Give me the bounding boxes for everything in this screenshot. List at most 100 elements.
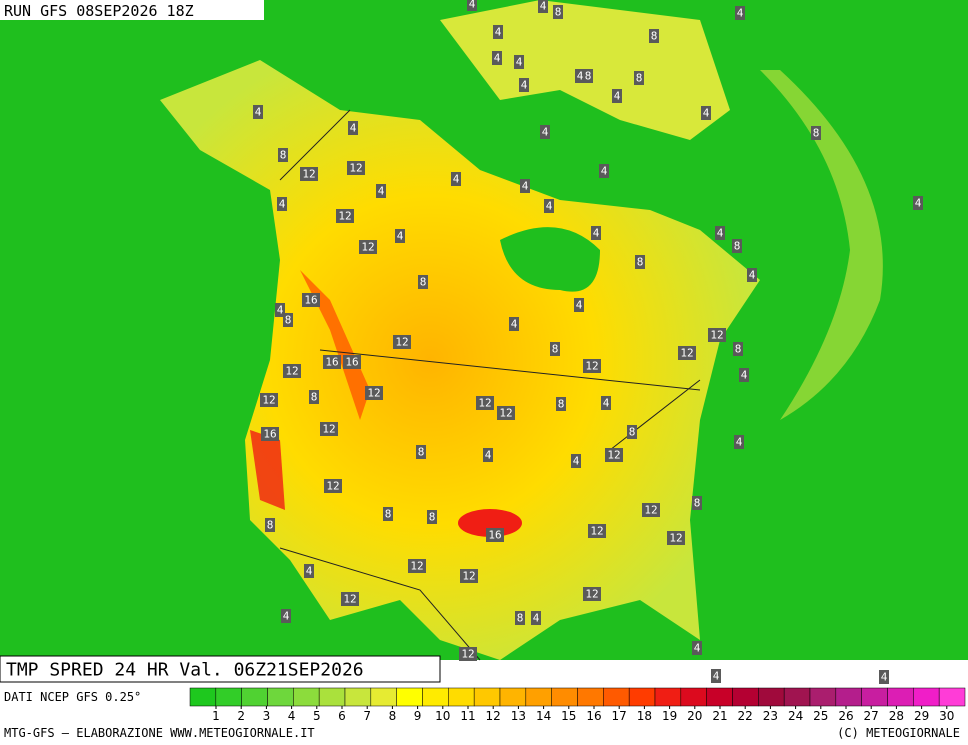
label-box (711, 669, 721, 683)
label-box (493, 25, 503, 39)
map-label: 8 (558, 398, 565, 411)
colorbar-swatch (241, 687, 268, 707)
label-box (715, 226, 725, 240)
label-box (575, 69, 585, 83)
map-label: 4 (737, 7, 744, 20)
colorbar-swatch (887, 687, 914, 707)
colorbar-label: 14 (536, 709, 551, 723)
colorbar-swatch (396, 687, 423, 707)
label-box (734, 435, 744, 449)
map-label: 4 (614, 90, 621, 103)
colorbar-swatch (267, 687, 294, 707)
label-box (538, 0, 548, 13)
hudson-bay (500, 227, 600, 292)
colorbar-label: 20 (687, 709, 702, 723)
label-box (476, 396, 494, 410)
colorbar-label: 24 (788, 709, 803, 723)
map-label: 12 (410, 560, 423, 573)
label-box (275, 303, 285, 317)
label-box (571, 454, 581, 468)
label-box (708, 328, 726, 342)
map-label: 4 (542, 126, 549, 139)
colorbar-swatch (835, 687, 862, 707)
label-box (260, 393, 278, 407)
map-label: 4 (915, 197, 922, 210)
map-label: 4 (494, 52, 501, 65)
map-label: 8 (280, 149, 287, 162)
colorbar-label: 22 (738, 709, 753, 723)
map-label: 4 (522, 180, 529, 193)
map-label: 12 (285, 365, 298, 378)
label-box (343, 355, 361, 369)
colorbar-swatch (525, 687, 552, 707)
credit: MTG-GFS — ELABORAZIONE WWW.METEOGIORNALE… (4, 726, 315, 740)
colorbar-label: 6 (338, 709, 346, 723)
map-label: 8 (420, 276, 427, 289)
label-box (591, 226, 601, 240)
map-label: 12 (710, 329, 723, 342)
colorbar-label: 25 (813, 709, 828, 723)
colorbar-swatch (577, 687, 604, 707)
colorbar-label: 30 (939, 709, 954, 723)
map-label: 8 (311, 391, 318, 404)
map-label: 12 (462, 570, 475, 583)
map-label: 16 (304, 294, 317, 307)
hot-ridge (300, 270, 370, 420)
run-title: RUN GFS 08SEP2026 18Z (4, 2, 194, 20)
source: DATI NCEP GFS 0.25° (4, 690, 141, 704)
colorbar-swatch (318, 687, 346, 707)
map-label: 12 (343, 593, 356, 606)
colorbar-swatch (654, 687, 682, 707)
label-box (304, 564, 314, 578)
map-label: 4 (378, 185, 385, 198)
map-label: 4 (703, 107, 710, 120)
map-label: 12 (669, 532, 682, 545)
colorbar-swatch (499, 687, 527, 707)
colorbar-label: 23 (763, 709, 778, 723)
label-box (601, 396, 611, 410)
map-label: 8 (429, 511, 436, 524)
map-label: 4 (350, 122, 357, 135)
map-label: 12 (395, 336, 408, 349)
label-box (395, 229, 405, 243)
label-box (544, 199, 554, 213)
map-label: 8 (285, 314, 292, 327)
label-box (692, 496, 702, 510)
map-label: 12 (262, 394, 275, 407)
colorbar-label: 15 (561, 709, 576, 723)
map-label: 4 (741, 369, 748, 382)
label-box (265, 518, 275, 532)
map-label: 12 (302, 168, 315, 181)
label-box (348, 121, 358, 135)
label-box (300, 167, 318, 181)
colorbar-label: 4 (288, 709, 296, 723)
label-box (283, 364, 301, 378)
map-label: 8 (418, 446, 425, 459)
label-box (732, 239, 742, 253)
map-label: 4 (593, 227, 600, 240)
label-box (583, 587, 601, 601)
colorbar-swatch (370, 687, 397, 707)
colorbar-swatch (758, 687, 785, 707)
map-label: 8 (267, 519, 274, 532)
map-label: 4 (279, 198, 286, 211)
map-label: 4 (881, 671, 888, 684)
map-label: 8 (552, 343, 559, 356)
map-label: 12 (461, 648, 474, 661)
label-box (283, 313, 293, 327)
label-box (599, 164, 609, 178)
label-box (556, 397, 566, 411)
map-label: 16 (488, 529, 501, 542)
label-box (520, 179, 530, 193)
label-box (879, 670, 889, 684)
map-label: 4 (540, 0, 547, 13)
label-box (515, 611, 525, 625)
label-box (253, 105, 263, 119)
map-label: 12 (585, 588, 598, 601)
label-box (323, 355, 341, 369)
label-box (747, 268, 757, 282)
label-box (383, 507, 393, 521)
label-box (678, 346, 696, 360)
map-label: 4 (533, 612, 540, 625)
